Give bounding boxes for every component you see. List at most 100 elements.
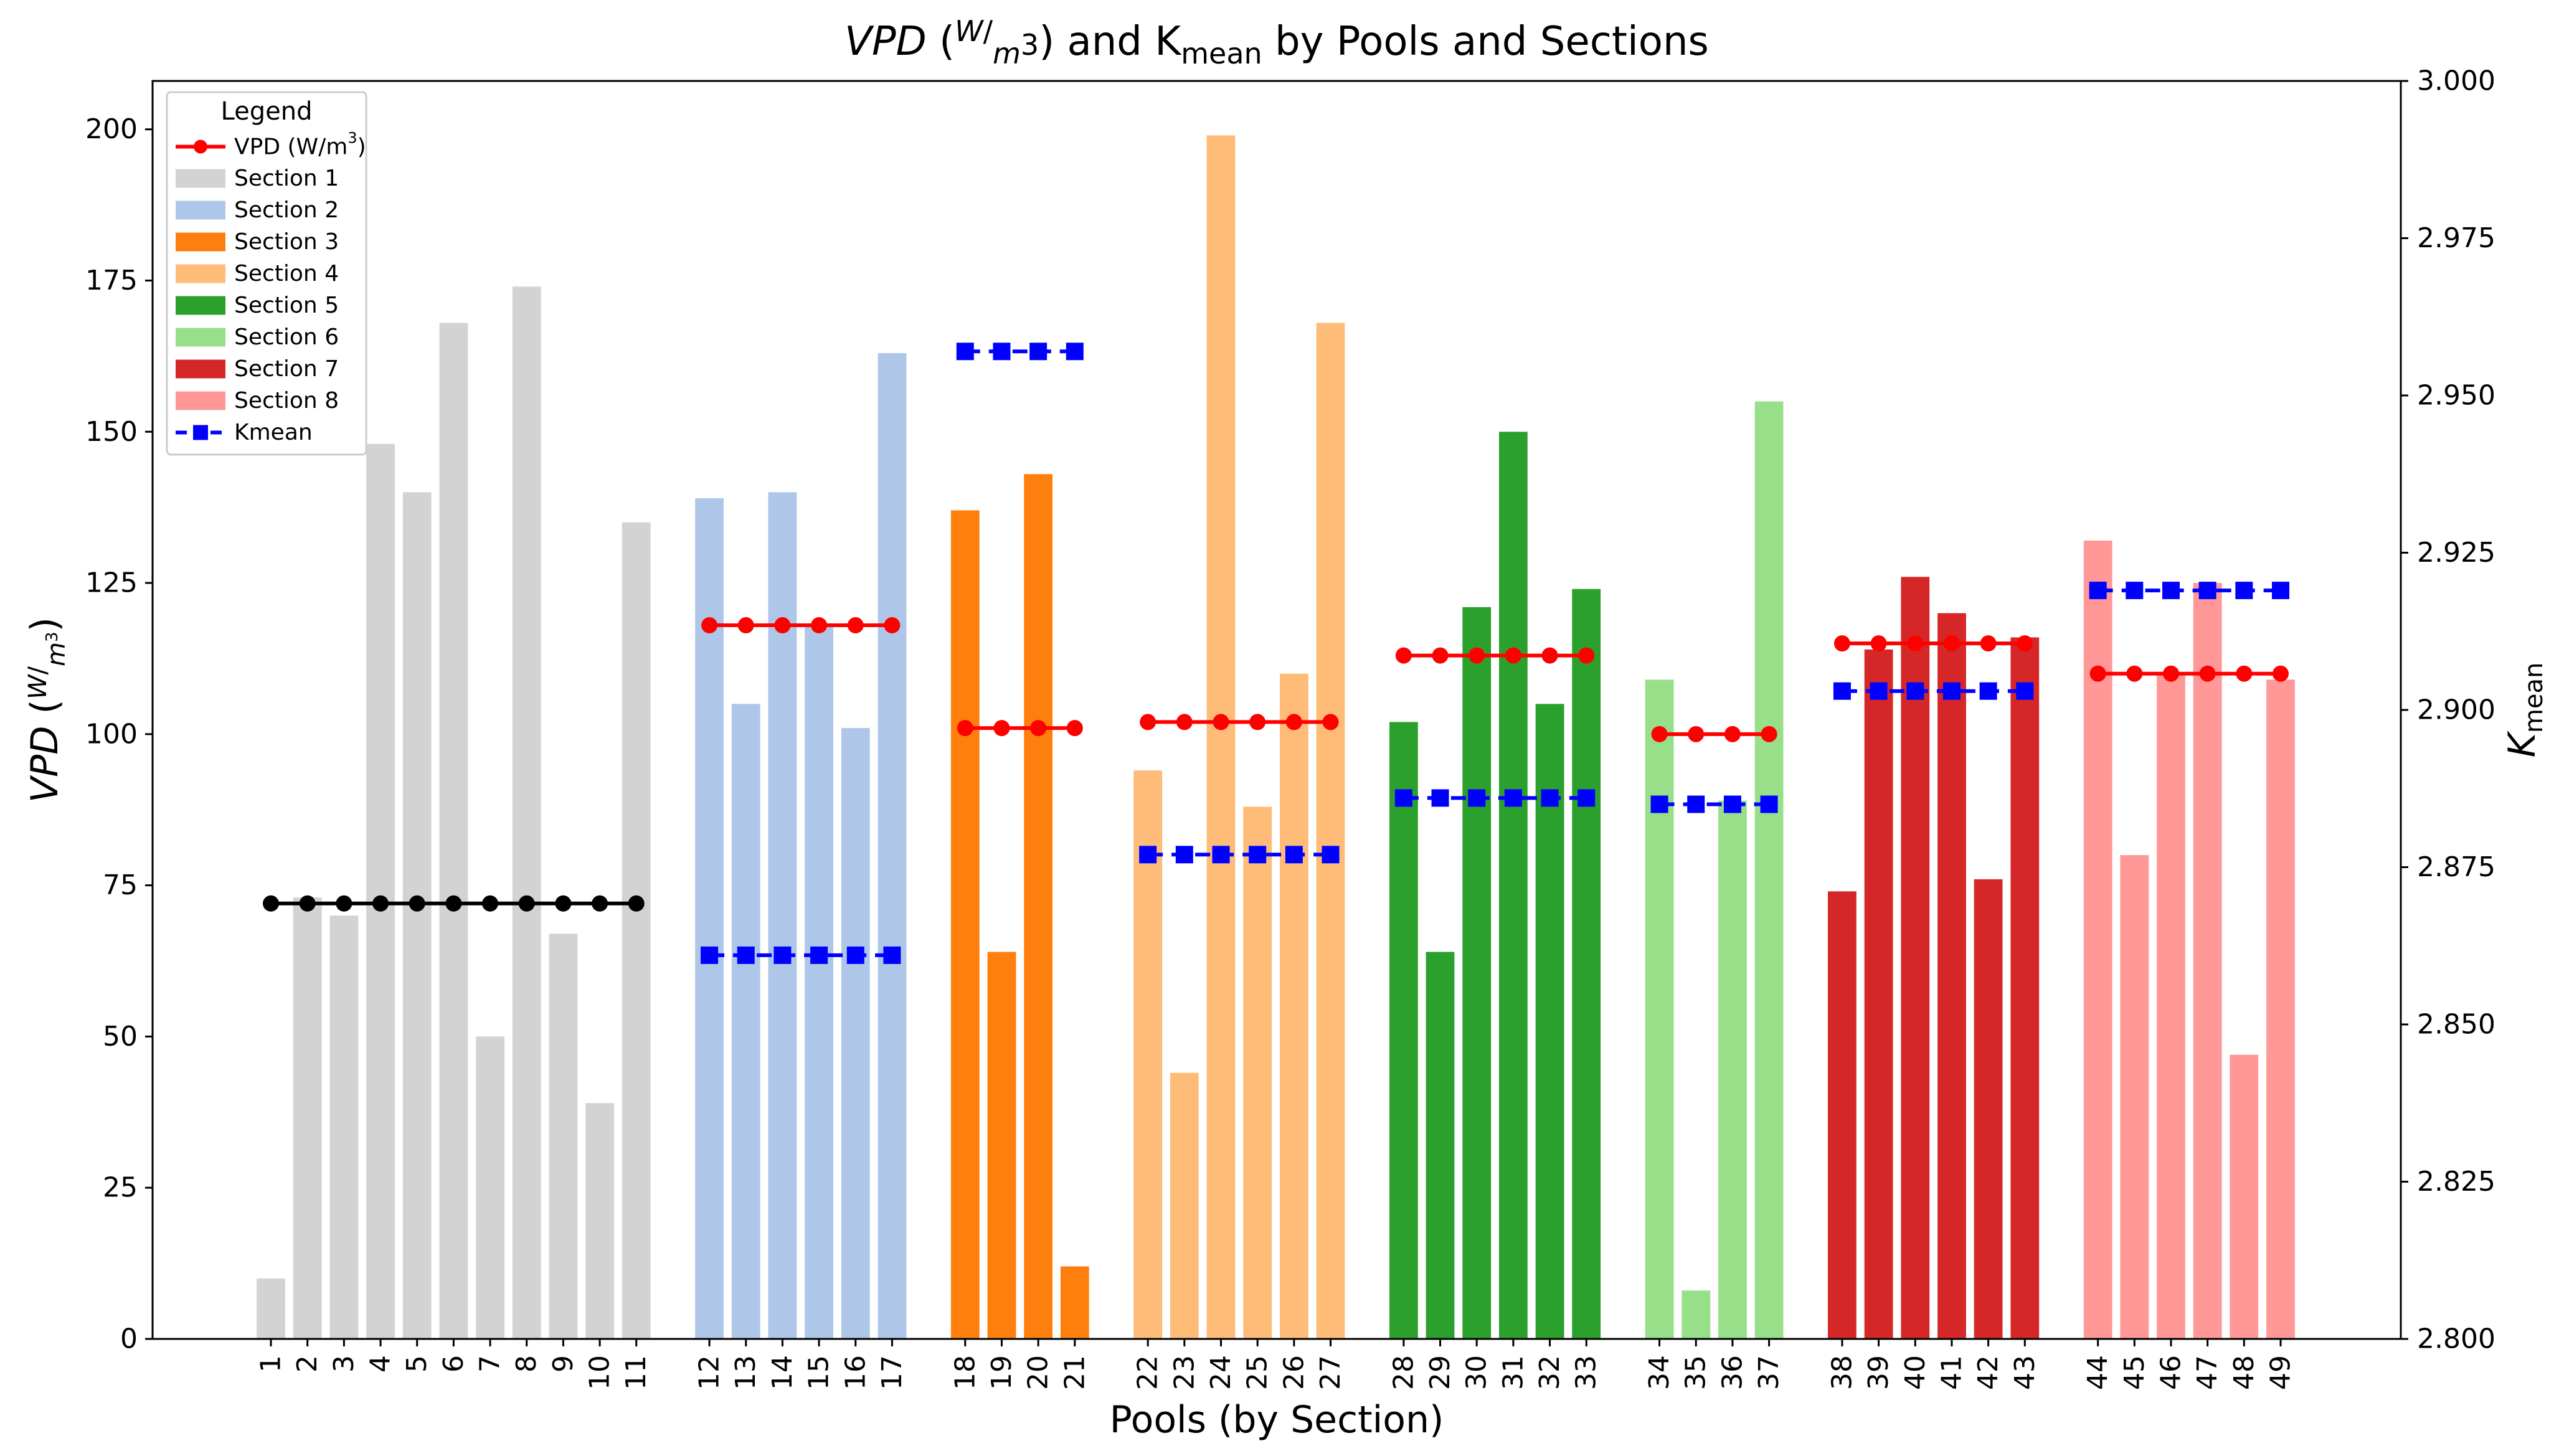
vpd-marker-pool-11 bbox=[628, 895, 645, 912]
x-tick-label-29: 29 bbox=[1424, 1355, 1456, 1390]
x-tick-label-41: 41 bbox=[1936, 1355, 1967, 1390]
bar-pool-36 bbox=[1718, 800, 1747, 1339]
x-tick-label-24: 24 bbox=[1205, 1355, 1237, 1390]
legend-kmean-label: Kmean bbox=[234, 420, 313, 445]
vpd-marker-pool-47 bbox=[2199, 665, 2216, 682]
x-tick-label-2: 2 bbox=[291, 1355, 323, 1373]
vpd-marker-pool-30 bbox=[1469, 647, 1485, 664]
kmean-marker-pool-40 bbox=[1906, 682, 1924, 700]
vpd-marker-pool-20 bbox=[1030, 720, 1047, 737]
ylabel-paren: ( bbox=[23, 699, 67, 726]
x-tick-label-4: 4 bbox=[365, 1355, 397, 1373]
bar-pool-13 bbox=[731, 704, 760, 1339]
x-tick-label-45: 45 bbox=[2119, 1355, 2150, 1390]
x-tick-label-20: 20 bbox=[1023, 1355, 1054, 1390]
bar-pool-20 bbox=[1024, 474, 1052, 1340]
title-frac-num: W bbox=[955, 14, 984, 48]
bar-pool-33 bbox=[1572, 589, 1601, 1339]
x-tick-label-42: 42 bbox=[1972, 1355, 2004, 1390]
title-paren: ( bbox=[927, 19, 955, 65]
vpd-marker-pool-26 bbox=[1285, 714, 1302, 730]
title-mean-sub: mean bbox=[1181, 37, 1262, 70]
legend-vpd-marker bbox=[194, 139, 207, 154]
kmean-marker-pool-35 bbox=[1687, 795, 1705, 813]
vpd-marker-pool-4 bbox=[372, 895, 389, 912]
kmean-marker-pool-14 bbox=[773, 946, 792, 964]
vpd-marker-pool-24 bbox=[1213, 714, 1229, 730]
y2label-k: K bbox=[2500, 730, 2544, 757]
x-tick-label-22: 22 bbox=[1132, 1355, 1164, 1390]
kmean-marker-pool-45 bbox=[2126, 582, 2144, 600]
legend-label-section-2: Section 2 bbox=[234, 197, 339, 223]
x-tick-label-46: 46 bbox=[2155, 1355, 2187, 1390]
x-tick-label-8: 8 bbox=[511, 1355, 542, 1373]
x-tick-label-5: 5 bbox=[401, 1355, 433, 1373]
bar-pool-3 bbox=[329, 915, 359, 1339]
y2-tick-label-2.825: 2.825 bbox=[2417, 1166, 2495, 1198]
x-tick-label-9: 9 bbox=[547, 1355, 579, 1373]
legend-swatch-section-6 bbox=[176, 328, 225, 347]
bar-pool-39 bbox=[1864, 649, 1893, 1339]
x-tick-label-48: 48 bbox=[2228, 1355, 2260, 1390]
vpd-marker-pool-37 bbox=[1761, 726, 1777, 742]
axes-layer bbox=[145, 80, 2408, 1346]
ylabel-paren-close: ) bbox=[23, 617, 67, 631]
text-layer: 1 2 3 4 5 6 7 8 9 10 11 12 13 14 15 16 17 18 19 20 21 22 23 24 2… bbox=[23, 14, 2548, 1442]
ylabel-frac-den-sup: 3 bbox=[43, 631, 62, 642]
kmean-marker-pool-33 bbox=[1577, 789, 1596, 807]
y-tick-label-25: 25 bbox=[103, 1172, 138, 1204]
x-tick-label-26: 26 bbox=[1278, 1355, 1310, 1390]
kmean-marker-pool-27 bbox=[1322, 846, 1340, 864]
bar-pool-40 bbox=[1901, 577, 1930, 1339]
legend-label-section-5: Section 5 bbox=[234, 293, 339, 318]
vpd-marker-pool-43 bbox=[2017, 635, 2033, 652]
x-tick-label-6: 6 bbox=[438, 1355, 470, 1373]
y-tick-label-100: 100 bbox=[85, 718, 138, 750]
legend-label-section-1: Section 1 bbox=[234, 166, 339, 191]
lines-layer bbox=[263, 343, 2289, 964]
bar-pool-11 bbox=[622, 522, 651, 1339]
bar-pool-23 bbox=[1170, 1072, 1199, 1339]
kmean-marker-pool-36 bbox=[1723, 795, 1741, 813]
kmean-marker-pool-28 bbox=[1394, 789, 1412, 807]
legend-vpd-sup: 3 bbox=[348, 130, 357, 147]
vpd-marker-pool-9 bbox=[555, 895, 572, 912]
title-frac-bar: / bbox=[983, 14, 993, 48]
vpd-marker-pool-39 bbox=[1870, 635, 1887, 652]
chart-title: VPD (W/m3) and Kmean by Pools and Sectio… bbox=[844, 14, 1709, 70]
kmean-marker-pool-42 bbox=[1979, 682, 1997, 700]
vpd-marker-pool-21 bbox=[1066, 720, 1083, 737]
y-tick-label-0: 0 bbox=[120, 1323, 138, 1355]
bar-pool-41 bbox=[1937, 613, 1966, 1339]
bar-pool-34 bbox=[1645, 679, 1674, 1339]
vpd-marker-pool-13 bbox=[737, 617, 754, 634]
kmean-marker-pool-43 bbox=[2016, 682, 2034, 700]
vpd-marker-pool-36 bbox=[1724, 726, 1741, 742]
kmean-marker-pool-22 bbox=[1139, 846, 1157, 864]
y-tick-label-200: 200 bbox=[85, 113, 138, 145]
vpd-marker-pool-32 bbox=[1541, 647, 1558, 664]
bar-pool-30 bbox=[1462, 607, 1492, 1339]
bar-pool-18 bbox=[950, 510, 980, 1339]
title-and-k: and K bbox=[1054, 19, 1182, 65]
kmean-marker-pool-29 bbox=[1431, 789, 1449, 807]
legend: Legend VPD (W/m3) Section 1 Section 2 Sectio… bbox=[166, 91, 367, 456]
bar-pool-25 bbox=[1243, 806, 1272, 1339]
x-tick-label-38: 38 bbox=[1826, 1355, 1858, 1390]
x-tick-label-17: 17 bbox=[876, 1355, 908, 1390]
ylabel-frac-num: W bbox=[24, 674, 52, 699]
x-tick-label-15: 15 bbox=[803, 1355, 835, 1390]
bar-pool-6 bbox=[439, 323, 468, 1339]
y2-axis-label: Kmean bbox=[2500, 663, 2548, 758]
bar-pool-10 bbox=[585, 1103, 614, 1340]
vpd-marker-pool-41 bbox=[1943, 635, 1960, 652]
kmean-marker-pool-19 bbox=[993, 343, 1011, 361]
legend-title: Legend bbox=[221, 97, 313, 126]
title-frac-den-sup: 3 bbox=[1021, 28, 1039, 62]
vpd-marker-pool-34 bbox=[1651, 726, 1668, 742]
vpd-marker-pool-14 bbox=[774, 617, 791, 634]
vpd-marker-pool-22 bbox=[1140, 714, 1157, 730]
vpd-marker-pool-15 bbox=[811, 617, 828, 634]
legend-label-section-8: Section 8 bbox=[234, 388, 339, 414]
vpd-marker-pool-40 bbox=[1907, 635, 1924, 652]
